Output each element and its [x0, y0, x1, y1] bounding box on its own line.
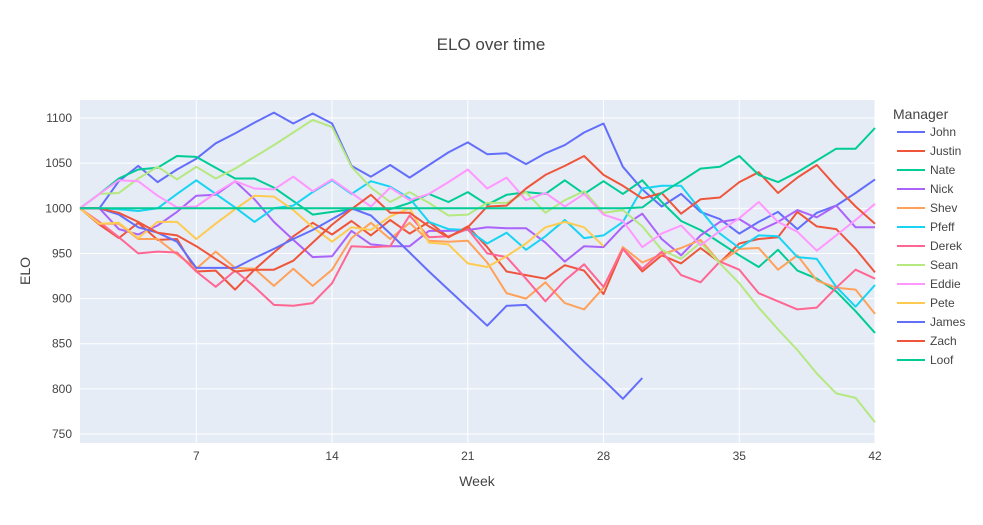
- series-line-nate[interactable]: [79, 155, 876, 334]
- x-tick-label: 35: [733, 449, 747, 463]
- legend-item-zach[interactable]: Zach: [897, 334, 957, 348]
- y-tick-label: 1100: [46, 111, 72, 125]
- x-tick-label: 42: [868, 449, 882, 463]
- legend-label: Loof: [930, 353, 954, 367]
- y-tick-label: 1050: [45, 156, 72, 170]
- series-line-loof[interactable]: [80, 127, 876, 210]
- series-lines: [79, 111, 876, 423]
- legend-label: James: [930, 315, 965, 329]
- legend-label: Shev: [930, 201, 957, 215]
- series-line-eddie[interactable]: [79, 168, 876, 252]
- legend-item-shev[interactable]: Shev: [897, 201, 957, 215]
- x-tick-label: 14: [325, 449, 339, 463]
- x-tick-label: 7: [193, 449, 200, 463]
- legend-label: Pfeff: [930, 220, 955, 234]
- series-line-pete[interactable]: [79, 194, 605, 268]
- series-line-james[interactable]: [80, 207, 644, 400]
- legend-label: Sean: [930, 258, 958, 272]
- series-line-shev[interactable]: [79, 207, 876, 315]
- y-tick-label: 950: [52, 246, 72, 260]
- legend-item-john[interactable]: John: [897, 125, 956, 139]
- legend-label: Nate: [930, 163, 956, 177]
- legend-item-justin[interactable]: Justin: [897, 144, 961, 158]
- legend-item-loof[interactable]: Loof: [897, 353, 954, 367]
- legend-label: Derek: [930, 239, 963, 253]
- y-tick-label: 900: [52, 292, 72, 306]
- legend-title: Manager: [893, 106, 949, 122]
- legend-label: John: [930, 125, 956, 139]
- legend-item-pfeff[interactable]: Pfeff: [897, 220, 955, 234]
- legend-label: Eddie: [930, 277, 961, 291]
- legend-item-nick[interactable]: Nick: [897, 182, 954, 196]
- legend-item-derek[interactable]: Derek: [897, 239, 963, 253]
- legend-item-pete[interactable]: Pete: [897, 296, 955, 310]
- chart-title: ELO over time: [437, 35, 546, 54]
- x-tick-label: 28: [597, 449, 611, 463]
- legend-label: Zach: [930, 334, 957, 348]
- legend-item-eddie[interactable]: Eddie: [897, 277, 961, 291]
- series-line-pfeff[interactable]: [80, 179, 876, 308]
- x-tick-label: 21: [461, 449, 475, 463]
- legend: John Justin Nate Nick Shev Pfeff Derek Sean Eddi…: [897, 125, 965, 367]
- y-axis-title: ELO: [17, 257, 33, 285]
- series-line-john[interactable]: [80, 111, 876, 235]
- legend-item-james[interactable]: James: [897, 315, 965, 329]
- y-tick-label: 850: [52, 337, 72, 351]
- legend-label: Pete: [930, 296, 955, 310]
- x-axis-title: Week: [459, 473, 496, 489]
- legend-item-sean[interactable]: Sean: [897, 258, 958, 272]
- y-axis-ticks: 750 800 850 900 950 1000 1050 1100: [45, 111, 72, 441]
- legend-item-nate[interactable]: Nate: [897, 163, 956, 177]
- x-axis-ticks: 7 14 21 28 35 42: [193, 449, 882, 463]
- series-line-zach[interactable]: [80, 155, 876, 273]
- legend-label: Justin: [930, 144, 961, 158]
- y-tick-label: 750: [52, 427, 72, 441]
- y-tick-label: 1000: [45, 201, 72, 215]
- legend-label: Nick: [930, 182, 954, 196]
- series-line-derek[interactable]: [79, 207, 876, 311]
- y-tick-label: 800: [52, 382, 72, 396]
